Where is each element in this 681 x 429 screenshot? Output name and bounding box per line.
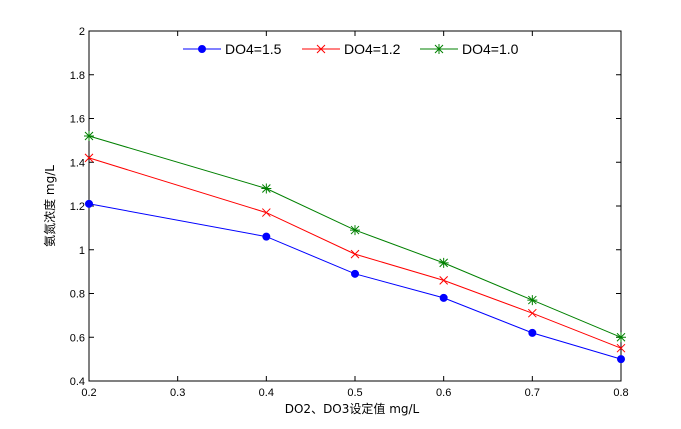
data-point [617, 355, 625, 364]
legend: DO4=1.5 DO4=1.2 DO4=1.0 [176, 38, 532, 60]
x-tick-label: 0.6 [436, 387, 451, 399]
x-tick-label: 0.4 [259, 387, 274, 399]
legend-box [176, 38, 532, 60]
data-point [262, 232, 271, 241]
series-2 [84, 131, 626, 343]
data-point [616, 343, 626, 353]
legend-item: DO4=1.5 [183, 41, 282, 57]
y-tick-label: 1.6 [70, 114, 85, 126]
series-line [88, 135, 622, 338]
x-tick-label: 0.8 [613, 387, 628, 399]
legend-item: DO4=1.2 [302, 41, 401, 57]
x-axis-label: DO2、DO3设定值 mg/L [285, 401, 420, 416]
series-layer [84, 131, 626, 364]
data-point [84, 131, 94, 141]
data-point [350, 225, 360, 236]
legend-item: DO4=1.0 [420, 41, 519, 57]
y-tick-label: 0.6 [70, 332, 85, 344]
y-tick-label: 1.8 [70, 70, 85, 82]
data-point [438, 257, 449, 268]
legend-label: DO4=1.2 [344, 41, 401, 57]
y-tick-label: 1 [79, 245, 85, 257]
series-line [88, 157, 622, 349]
x-tick-label: 0.5 [347, 387, 362, 399]
data-point [439, 293, 448, 302]
data-point [616, 332, 626, 343]
data-point [527, 295, 538, 306]
legend-label: DO4=1.5 [225, 41, 282, 57]
data-point [528, 328, 537, 337]
data-point [351, 269, 359, 278]
legend-label: DO4=1.0 [462, 41, 519, 57]
data-point [84, 153, 94, 163]
y-tick-label: 2 [79, 26, 85, 38]
y-axis-label: 氨氮浓度 mg/L [42, 165, 57, 247]
data-point [261, 183, 272, 194]
data-point [527, 308, 537, 318]
x-tick-label: 0.7 [525, 387, 540, 399]
y-tick-label: 0.8 [70, 289, 85, 301]
x-tick-label: 0.3 [170, 387, 185, 399]
y-tick-label: 1.4 [70, 157, 85, 169]
data-point [85, 199, 93, 208]
data-point [439, 276, 449, 285]
y-tick-label: 1.2 [70, 201, 85, 213]
series-line [88, 203, 622, 360]
series-0 [85, 199, 625, 364]
data-point [316, 44, 326, 54]
y-tick-label: 0.4 [70, 376, 85, 388]
data-point [434, 44, 444, 54]
plot-area [88, 30, 622, 382]
data-point [198, 45, 206, 53]
x-tick-label: 0.2 [81, 387, 96, 399]
axis-ticks: 0.2 0.3 0.4 0.5 0.6 0.7 0.8 0.4 0.6 0.8 1 1.2 1.4 1.6… [70, 26, 629, 399]
data-point [350, 249, 360, 259]
data-point [261, 208, 271, 217]
series-1 [84, 153, 626, 353]
